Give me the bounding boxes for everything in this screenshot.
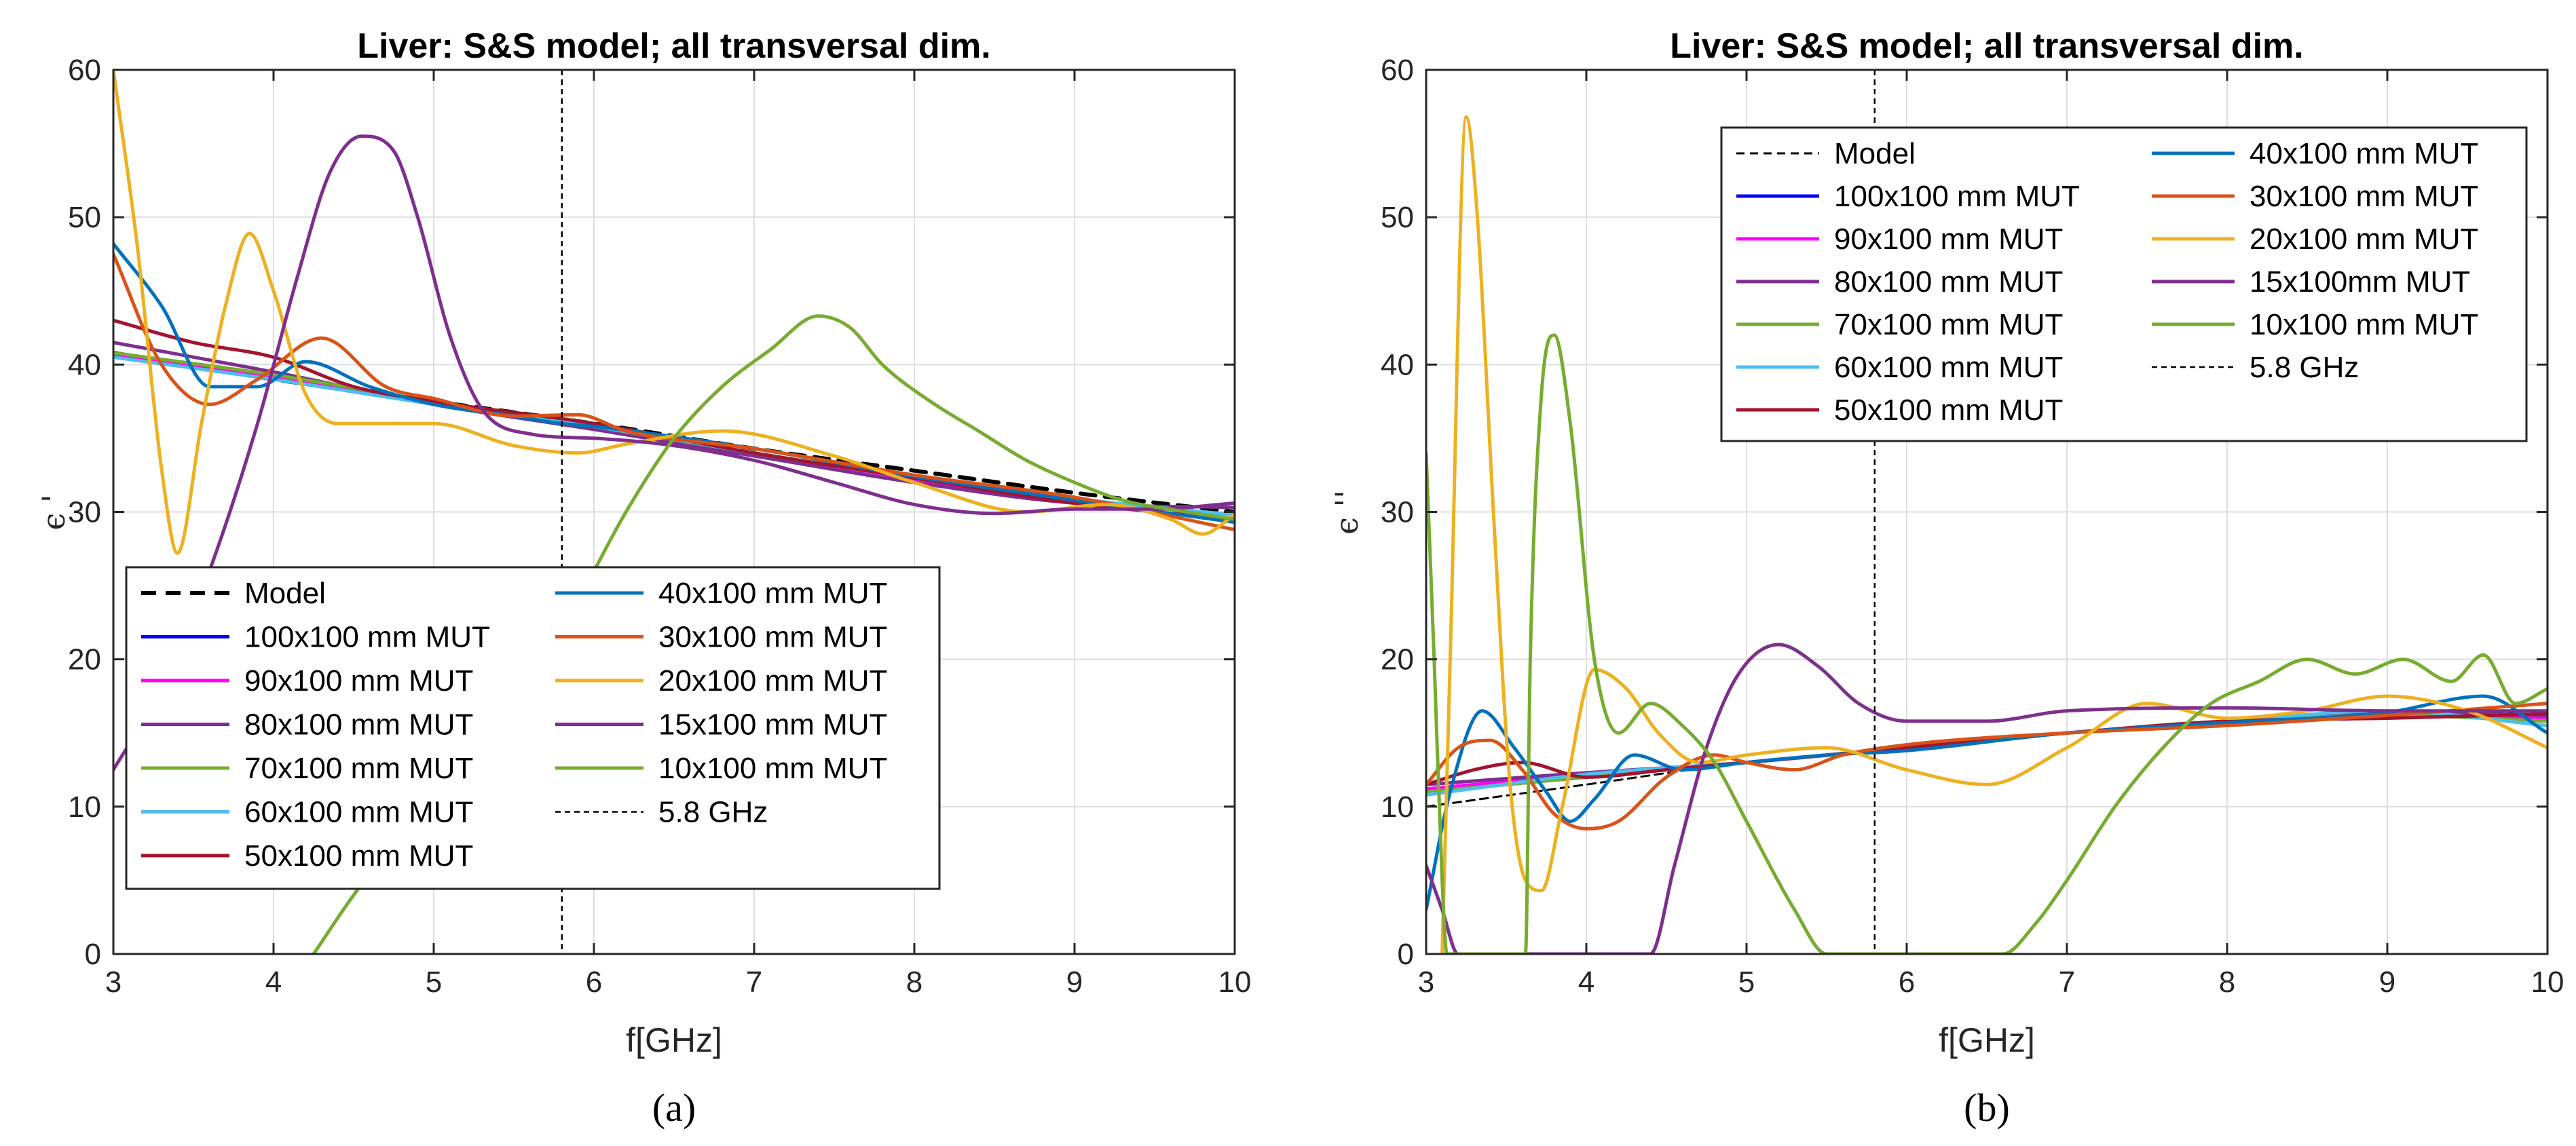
x-tick-label: 6	[586, 966, 602, 999]
x-tick-label: 5	[426, 966, 442, 999]
legend-box	[125, 566, 941, 890]
panel-caption: (a)	[652, 1086, 696, 1130]
x-tick-label: 5	[1738, 966, 1755, 999]
x-tick-label: 4	[265, 966, 282, 999]
series-line-30x100-mm-mut	[113, 252, 1235, 532]
y-axis-label: ϵ ''	[1328, 490, 1365, 535]
legend-label: 40x100 mm MUT	[2250, 137, 2478, 170]
x-tick-label: 4	[1578, 966, 1594, 999]
legend-label: 60x100 mm MUT	[1834, 351, 2063, 384]
legend-label: 40x100 mm MUT	[658, 577, 887, 610]
series-line-50x100-mm-mut	[113, 318, 1235, 521]
legend-label: Model	[244, 577, 326, 610]
legend-label: 100x100 mm MUT	[1834, 180, 2080, 213]
x-tick-label: 9	[2379, 966, 2395, 999]
y-axis-label: ϵ '	[35, 494, 72, 530]
legend-label: 90x100 mm MUT	[1834, 223, 2063, 256]
series-line-15x100-mm-mut	[113, 134, 1235, 771]
series-layer	[1426, 115, 2547, 954]
x-tick-label: 6	[1899, 966, 1915, 999]
legend: Model 100x100 mm MUT 90x100 mm MUT 80x100 m…	[125, 566, 941, 890]
legend: Model 100x100 mm MUT 90x100 mm MUT 80x100 m…	[1720, 126, 2528, 442]
y-tick-label: 20	[1381, 643, 1414, 676]
y-tick-label: 10	[1381, 790, 1414, 824]
legend-label: 80x100 mm MUT	[244, 708, 473, 742]
y-tick-label: 20	[68, 643, 101, 676]
y-tick-label: 10	[68, 790, 101, 824]
legend-label: 15x100mm MUT	[2250, 265, 2470, 299]
x-tick-label: 8	[906, 966, 922, 999]
legend-label: 5.8 GHz	[658, 796, 768, 829]
legend-label: 90x100 mm MUT	[244, 664, 473, 698]
legend-label: 20x100 mm MUT	[2250, 223, 2478, 256]
legend-label: 30x100 mm MUT	[658, 621, 887, 654]
series-line-20x100-mm-mut	[113, 70, 1235, 555]
legend-label: 70x100 mm MUT	[1834, 308, 2063, 341]
legend-label: 30x100 mm MUT	[2250, 180, 2478, 213]
y-tick-label: 40	[68, 348, 101, 381]
legend-label: Model	[1834, 137, 1916, 170]
y-tick-label: 60	[68, 54, 101, 87]
legend-label: 70x100 mm MUT	[244, 752, 473, 785]
y-tick-label: 30	[68, 496, 101, 529]
x-tick-label: 7	[2059, 966, 2075, 999]
legend-label: 10x100 mm MUT	[658, 752, 887, 785]
legend-label: 50x100 mm MUT	[244, 839, 473, 873]
axis-ticks: 3 4 5 6 7 8 9 10 0 10 20 30 40 50 60	[68, 54, 1251, 999]
y-tick-label: 0	[85, 938, 101, 971]
legend-label: 50x100 mm MUT	[1834, 394, 2063, 427]
legend-label: 60x100 mm MUT	[244, 796, 473, 829]
series-line-30x100-mm-mut	[1426, 702, 2547, 830]
x-tick-label: 3	[105, 966, 122, 999]
x-tick-label: 9	[1066, 966, 1083, 999]
y-tick-label: 40	[1381, 348, 1414, 381]
legend-box	[1720, 126, 2528, 442]
y-tick-label: 50	[68, 201, 101, 234]
series-line-20x100-mm-mut	[1440, 115, 2547, 954]
legend-label: 80x100 mm MUT	[1834, 265, 2063, 299]
chart-title: Liver: S&S model; all transversal dim.	[357, 26, 990, 66]
axis-ticks: 3 4 5 6 7 8 9 10 0 10 20 30 40 50 60	[1381, 54, 2564, 999]
y-tick-label: 60	[1381, 54, 1414, 87]
x-tick-label: 8	[2219, 966, 2235, 999]
chart-title: Liver: S&S model; all transversal dim.	[1670, 26, 2303, 66]
legend-label: 5.8 GHz	[2250, 351, 2359, 384]
series-line-10x100-mm-mut	[1426, 333, 2547, 954]
y-tick-label: 0	[1398, 938, 1414, 971]
chart-panel-a: 3 4 5 6 7 8 9 10 0 10 20 30 40 50 60 Liver: S&S model;…	[35, 26, 1251, 1130]
chart-panel-b: 3 4 5 6 7 8 9 10 0 10 20 30 40 50 60 Liver: S&S model;…	[1328, 26, 2564, 1130]
legend-label: 15x100 mm MUT	[658, 708, 887, 742]
x-tick-label: 3	[1418, 966, 1434, 999]
panel-caption: (b)	[1964, 1086, 2010, 1130]
x-axis-label: f[GHz]	[626, 1021, 722, 1059]
series-line-15x100-mm-mut	[1426, 643, 2547, 954]
legend-label: 10x100 mm MUT	[2250, 308, 2478, 341]
x-axis-label: f[GHz]	[1939, 1021, 2035, 1059]
y-tick-label: 50	[1381, 201, 1414, 234]
x-tick-label: 10	[1218, 966, 1252, 999]
y-tick-label: 30	[1381, 496, 1414, 529]
x-tick-label: 7	[746, 966, 762, 999]
legend-label: 20x100 mm MUT	[658, 664, 887, 698]
series-layer	[113, 70, 1235, 954]
legend-label: 100x100 mm MUT	[244, 621, 490, 654]
x-tick-label: 10	[2531, 966, 2564, 999]
